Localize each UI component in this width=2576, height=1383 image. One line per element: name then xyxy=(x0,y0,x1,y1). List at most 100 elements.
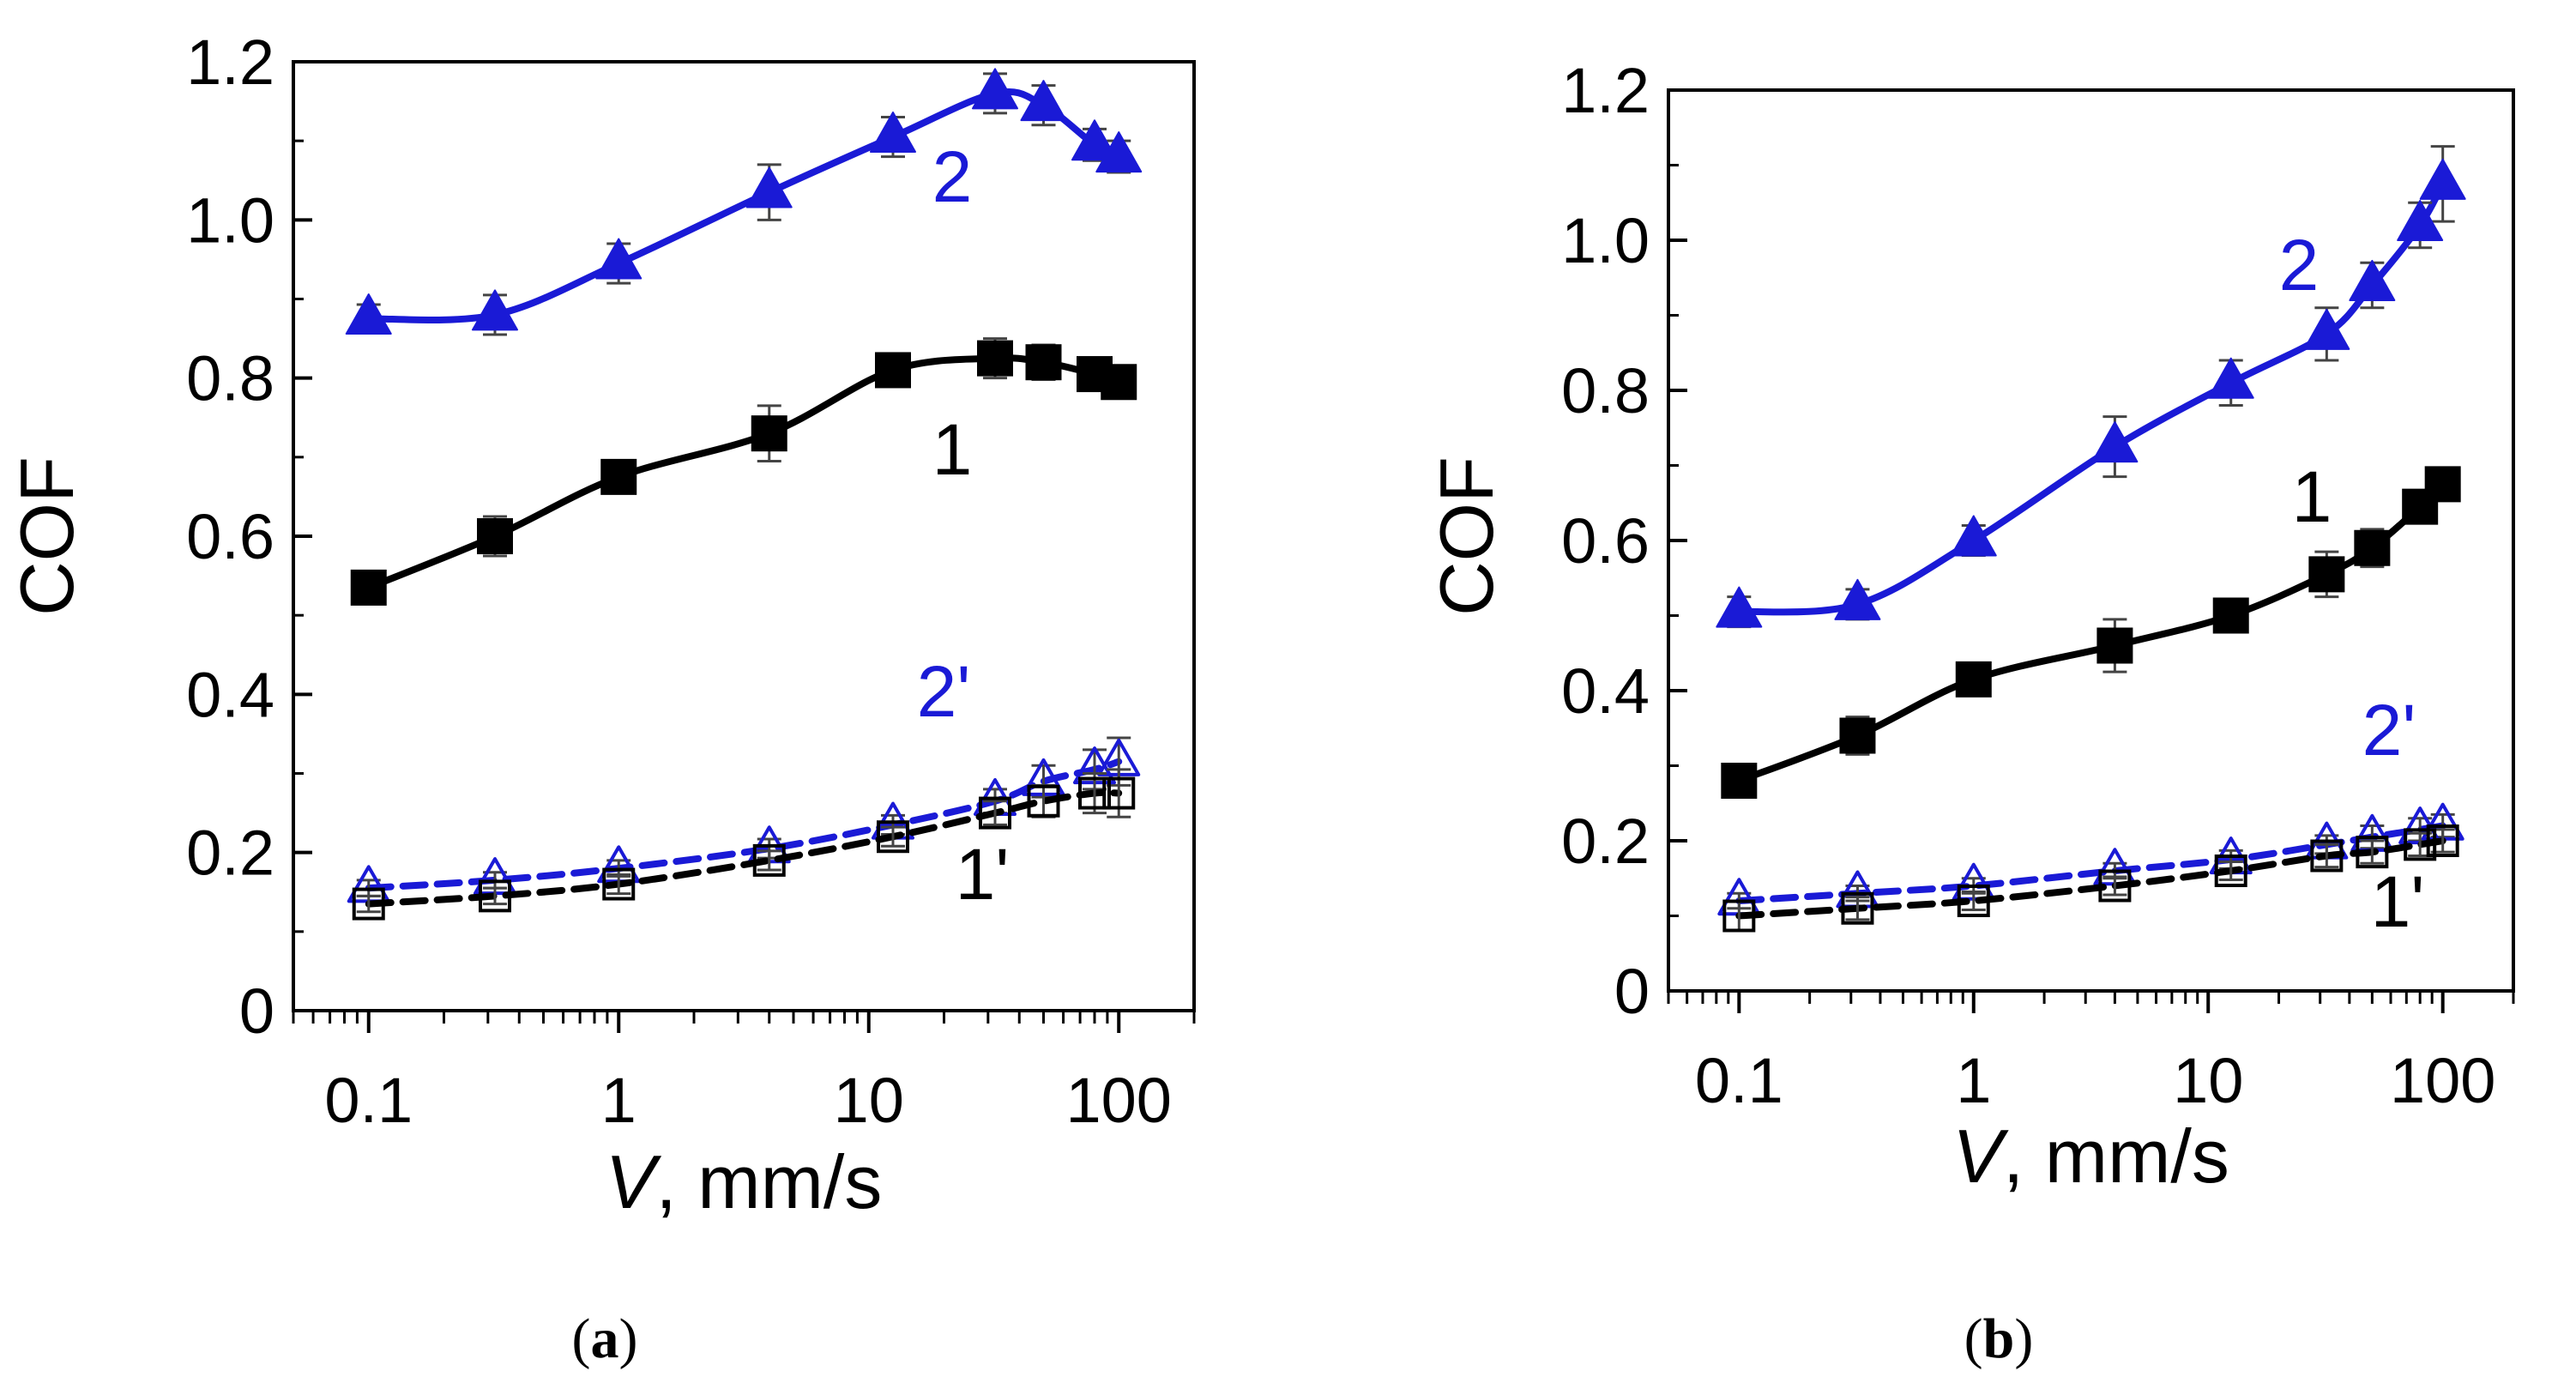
x-axis-variable: V xyxy=(606,1139,662,1224)
y-tick-label: 0 xyxy=(1614,956,1650,1027)
x-axis-title: V, mm/s xyxy=(606,1139,883,1224)
y-tick-label: 0.2 xyxy=(1561,806,1650,877)
data-point-triangle xyxy=(2303,308,2350,350)
panel-caption-letter: b xyxy=(1983,1308,2015,1370)
y-tick-label: 0.8 xyxy=(186,343,274,414)
y-tick-label: 0.6 xyxy=(186,501,274,572)
data-point-square xyxy=(2356,836,2389,869)
data-point-square xyxy=(350,569,387,606)
y-axis-title: COF xyxy=(4,456,89,616)
data-point-triangle xyxy=(1950,515,1997,557)
data-point-square xyxy=(477,518,514,554)
y-tick-label: 0.4 xyxy=(186,659,274,730)
data-point-square xyxy=(752,843,786,877)
data-point-triangle xyxy=(1071,119,1119,161)
x-tick-label: 1 xyxy=(1956,1045,1991,1116)
data-point-square xyxy=(1721,763,1758,799)
chart-panel-a: 0 0.2 0.4 0.6 0.8 1.0 1.2 0.1 1 10 100 COF V, mm/s (a… xyxy=(4,27,1196,1370)
x-tick-label: 100 xyxy=(2390,1045,2495,1116)
panel-caption-close: ) xyxy=(619,1308,638,1370)
series-label: 1 xyxy=(932,409,973,490)
data-point-triangle xyxy=(2397,199,2444,241)
series-label: 2' xyxy=(2362,690,2416,770)
series-1: 1 xyxy=(1721,456,2461,799)
x-tick-label: 0.1 xyxy=(1695,1045,1783,1116)
series-label: 2' xyxy=(917,651,971,732)
data-point-square xyxy=(2426,824,2459,857)
data-point-square xyxy=(979,796,1012,830)
panel-caption-close: ) xyxy=(2014,1308,2033,1370)
data-point-square xyxy=(1722,899,1756,933)
data-point-square xyxy=(2424,466,2461,503)
series-2: 2 xyxy=(1716,145,2466,629)
data-point-square xyxy=(876,820,909,854)
data-point-square xyxy=(1025,344,1062,381)
data-point-square xyxy=(1841,891,1874,925)
x-tick-label: 1 xyxy=(601,1065,636,1136)
data-point-square xyxy=(602,867,636,901)
data-point-triangle xyxy=(345,293,392,335)
data-point-triangle xyxy=(1834,578,1881,620)
x-axis-unit: , mm/s xyxy=(2003,1114,2229,1199)
panel-caption: (a) xyxy=(572,1308,638,1370)
data-point-square xyxy=(1957,885,1990,917)
data-point-square xyxy=(751,415,787,452)
data-point-triangle xyxy=(745,166,793,208)
data-point-square xyxy=(1955,661,1992,698)
series-label: 2 xyxy=(2279,225,2320,305)
data-point-square xyxy=(2096,627,2133,664)
y-tick-label: 1.0 xyxy=(186,184,274,256)
series-label: 1 xyxy=(2292,456,2332,537)
series-1-prime: 1' xyxy=(1722,824,2459,942)
data-point-square xyxy=(1027,784,1060,818)
data-point-triangle xyxy=(972,68,1019,110)
data-point-triangle xyxy=(2419,158,2466,200)
data-point-triangle xyxy=(2349,259,2396,301)
panel-caption-open: ( xyxy=(1964,1308,1983,1370)
data-point-square xyxy=(1102,776,1136,810)
series-1: 1 xyxy=(350,337,1137,606)
data-point-square xyxy=(352,887,385,921)
x-axis-unit: , mm/s xyxy=(655,1139,882,1224)
data-point-square xyxy=(2098,869,2132,903)
data-point-square xyxy=(2308,556,2345,593)
data-point-square xyxy=(2212,597,2249,634)
data-point-triangle xyxy=(2207,357,2254,399)
data-point-square xyxy=(1101,364,1137,401)
y-tick-label: 1.2 xyxy=(1561,55,1650,126)
data-point-triangle xyxy=(1716,586,1763,628)
data-point-square xyxy=(2310,839,2344,873)
data-point-square xyxy=(600,458,637,495)
data-point-square xyxy=(977,340,1014,377)
y-tick-label: 0.4 xyxy=(1561,655,1650,727)
series-2-prime: 2' xyxy=(1717,690,2464,916)
x-axis-variable: V xyxy=(1952,1114,2009,1199)
series-label: 2 xyxy=(932,136,973,217)
y-tick-label: 0.2 xyxy=(186,818,274,889)
x-tick-label: 100 xyxy=(1066,1065,1172,1136)
series-2: 2 xyxy=(345,68,1143,336)
y-tick-label: 1.0 xyxy=(1561,205,1650,276)
y-tick-label: 0.8 xyxy=(1561,355,1650,426)
chart-panel-b: 0 0.2 0.4 0.6 0.8 1.0 1.2 0.1 1 10 100 COF V, mm/s (b… xyxy=(1424,55,2515,1370)
data-point-triangle xyxy=(869,112,916,154)
y-tick-label: 0 xyxy=(239,975,274,1047)
x-axis-title: V, mm/s xyxy=(1952,1114,2229,1199)
data-point-triangle xyxy=(2091,421,2139,463)
y-tick-label: 0.6 xyxy=(1561,505,1650,577)
data-point-square xyxy=(2354,529,2391,566)
data-point-square xyxy=(479,879,512,913)
data-point-triangle xyxy=(1095,131,1143,173)
panel-caption: (b) xyxy=(1964,1308,2034,1370)
data-point-square xyxy=(1078,776,1112,810)
series-line xyxy=(1735,180,2446,616)
series-line xyxy=(365,88,1123,324)
x-tick-label: 10 xyxy=(2173,1045,2243,1116)
data-point-triangle xyxy=(595,238,642,280)
panel-caption-open: ( xyxy=(572,1308,591,1370)
y-axis-title: COF xyxy=(1424,456,1509,616)
panel-caption-letter: a xyxy=(591,1308,619,1370)
x-tick-label: 0.1 xyxy=(324,1065,413,1136)
series-label: 1' xyxy=(2371,861,2425,942)
